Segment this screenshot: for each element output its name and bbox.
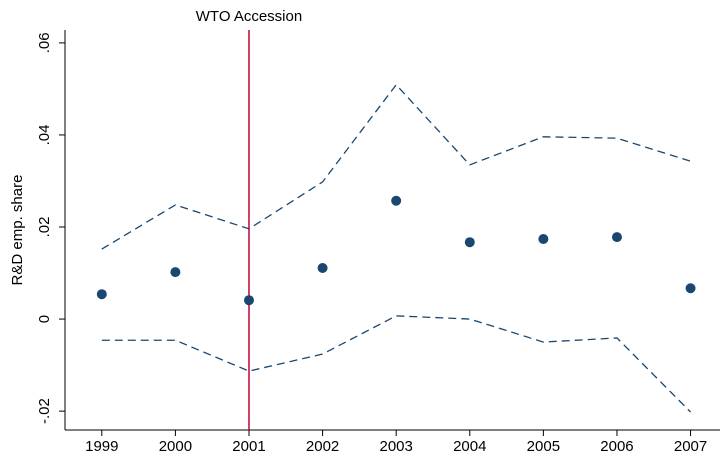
x-tick-label: 2006 <box>600 438 633 455</box>
dashed-line <box>101 83 691 250</box>
y-axis-label: R&D emp. share <box>9 175 26 286</box>
x-tick-label: 2002 <box>306 438 339 455</box>
y-tick-label: .02 <box>36 217 53 238</box>
reference-label: WTO Accession <box>196 8 302 25</box>
point <box>96 289 107 300</box>
point <box>685 283 696 294</box>
x-tick-label: 2004 <box>453 438 486 455</box>
y-tick-label: .06 <box>36 32 53 53</box>
point <box>611 232 622 243</box>
dashed-line <box>101 315 692 413</box>
x-tick-label: 2000 <box>159 438 192 455</box>
x-tick-label: 2001 <box>232 438 265 455</box>
point <box>391 195 402 206</box>
x-tick-label: 1999 <box>85 438 118 455</box>
x-tick-label: 2003 <box>379 438 412 455</box>
x-tick-label: 2005 <box>527 438 560 455</box>
y-tick-label: -.02 <box>36 398 53 424</box>
point <box>538 233 549 244</box>
point <box>170 267 181 278</box>
point <box>317 262 328 273</box>
y-tick-label: 0 <box>36 315 53 323</box>
point <box>243 295 254 306</box>
point <box>464 237 475 248</box>
x-tick-label: 2007 <box>674 438 707 455</box>
y-tick-label: .04 <box>36 125 53 146</box>
